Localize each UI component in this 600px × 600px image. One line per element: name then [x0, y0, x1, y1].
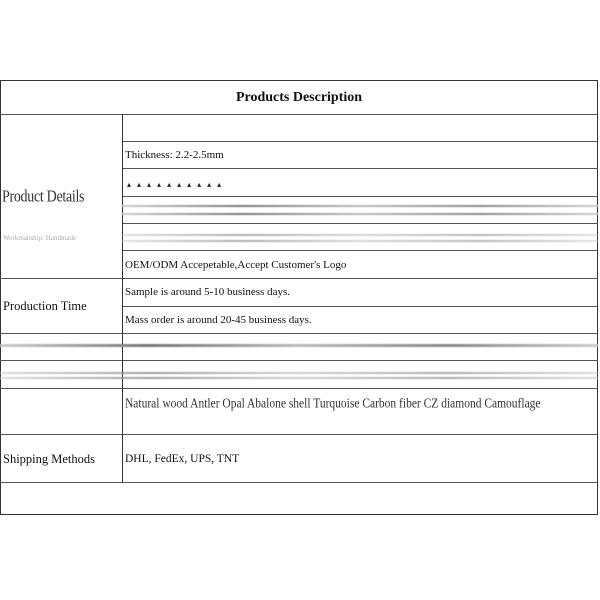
sample-time-text: Sample is around 5-10 business days.: [125, 286, 290, 298]
product-details-label: Product Details: [2, 188, 85, 207]
production-time-label: Production Time: [3, 299, 87, 313]
shipping-methods-label: Shipping Methods: [3, 452, 96, 466]
product-details-sublabel: Workmanship: Handmade: [3, 234, 77, 242]
shipping-methods-value: DHL, FedEx, UPS, TNT: [125, 453, 240, 465]
thickness-text: Thickness: 2.2-2.5mm: [125, 149, 224, 161]
oem-text: OEM/ODM Accepetable,Accept Customer's Lo…: [125, 259, 347, 271]
degraded-row-marks: ▴▴▴▴▴▴▴▴▴▴: [127, 180, 228, 189]
materials-text: Natural wood Antler Opal Abalone shell T…: [125, 397, 541, 411]
products-description-table: [0, 80, 598, 515]
mass-order-time-text: Mass order is around 20-45 business days…: [125, 314, 312, 326]
table-title: Products Description: [235, 90, 363, 105]
